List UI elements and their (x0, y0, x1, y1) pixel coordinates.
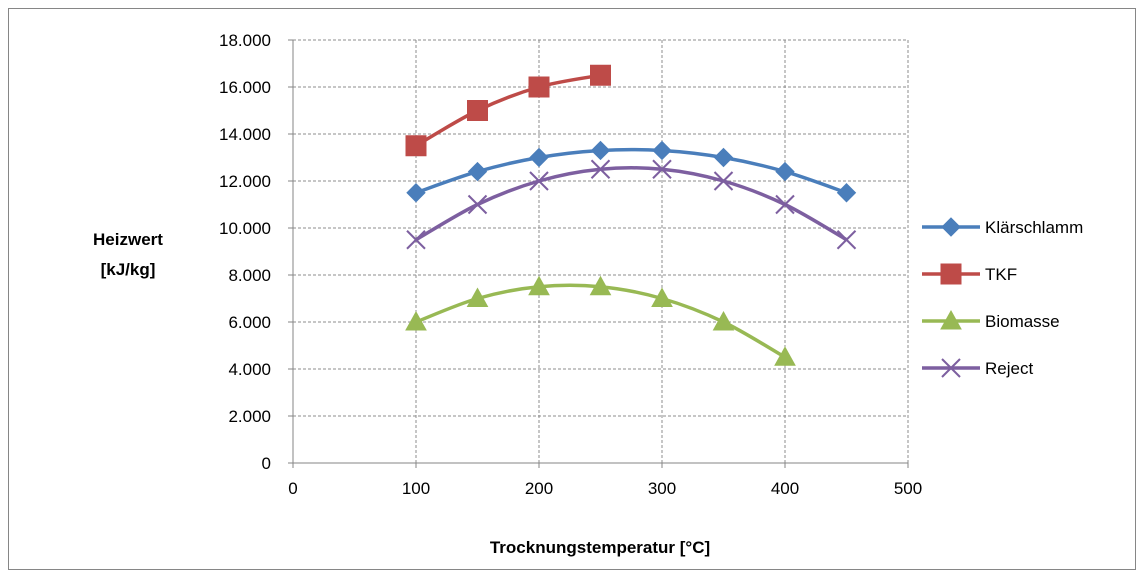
legend: Klärschlamm TKF Biomasse Reject (922, 217, 1083, 378)
data-point-reject (406, 230, 426, 250)
x-tick-label: 500 (894, 479, 922, 498)
x-marker-stroke (590, 159, 611, 179)
data-point-tkf (528, 76, 550, 98)
data-point-reject (713, 171, 734, 191)
x-marker-stroke (941, 358, 961, 378)
data-point-reject (467, 194, 488, 215)
data-point-reject (775, 194, 795, 215)
legend-marker-tkf (940, 263, 962, 285)
data-point-biomasse (712, 310, 735, 331)
y-tick-label: 8.000 (228, 266, 271, 285)
x-tick-label: 400 (771, 479, 799, 498)
y-tick-label: 18.000 (219, 31, 271, 50)
y-tick-label: 16.000 (219, 78, 271, 97)
tick-labels: 0 2.000 4.000 6.000 8.000 10.000 12.000 14.000 1… (219, 31, 922, 498)
legend-label-tkf: TKF (985, 265, 1017, 284)
data-point-reject (652, 159, 672, 179)
series-line-reject (415, 166, 848, 242)
x-marker-stroke (775, 194, 795, 215)
legend-item-reject: Reject (922, 358, 1033, 378)
data-point-tkf (590, 64, 611, 86)
series-line-biomasse (415, 283, 786, 359)
data-point-biomasse (528, 275, 550, 296)
legend-marker-reject (941, 358, 961, 378)
series-biomasse (405, 275, 796, 366)
y-tick-label: 14.000 (219, 125, 271, 144)
data-point-reject (590, 159, 611, 179)
data-point-biomasse (466, 287, 489, 307)
x-tick-label: 300 (648, 479, 676, 498)
data-point-reject (529, 171, 549, 191)
data-point-kl-rschlamm (652, 140, 672, 161)
data-point-kl-rschlamm (775, 161, 795, 182)
x-marker-stroke (836, 230, 857, 250)
data-point-biomasse (405, 310, 427, 331)
x-marker-stroke (529, 171, 549, 191)
data-point-biomasse (774, 346, 796, 366)
data-point-kl-rschlamm (529, 147, 549, 168)
x-marker-stroke (713, 171, 734, 191)
y-tick-label: 0 (262, 454, 271, 473)
data-point-tkf (467, 100, 488, 121)
y-tick-label: 2.000 (228, 407, 271, 426)
y-axis-title-line-1: Heizwert (93, 230, 163, 249)
y-tick-label: 4.000 (228, 360, 271, 379)
x-marker-stroke (467, 194, 488, 215)
data-point-biomasse (651, 287, 673, 307)
legend-marker-biomasse (940, 309, 962, 330)
legend-label-kl-rschlamm: Klärschlamm (985, 218, 1083, 237)
data-point-reject (836, 230, 857, 250)
data-point-biomasse (589, 275, 612, 296)
x-tick-label: 100 (402, 479, 430, 498)
x-axis-title: Trocknungstemperatur [°C] (490, 538, 710, 557)
legend-item-biomasse: Biomasse (922, 309, 1060, 331)
legend-item-kl-rschlamm: Klärschlamm (922, 217, 1083, 237)
axes (288, 39, 909, 468)
data-point-tkf (405, 135, 427, 157)
x-tick-label: 200 (525, 479, 553, 498)
series-reject (406, 159, 857, 250)
legend-marker-kl-rschlamm (941, 217, 961, 237)
data-point-kl-rschlamm (406, 183, 426, 203)
gridlines (293, 39, 909, 463)
series-lines (405, 64, 857, 366)
series-tkf (405, 64, 611, 157)
series-line-tkf (415, 73, 601, 148)
y-tick-label: 12.000 (219, 172, 271, 191)
y-axis-title-line-2: [kJ/kg] (101, 260, 156, 279)
legend-label-biomasse: Biomasse (985, 312, 1060, 331)
data-point-kl-rschlamm (467, 161, 488, 182)
x-tick-label: 0 (288, 479, 297, 498)
legend-label-reject: Reject (985, 359, 1033, 378)
series-kl-rschlamm (406, 140, 857, 203)
legend-item-tkf: TKF (922, 263, 1017, 285)
x-marker-stroke (406, 230, 426, 250)
chart-frame (8, 8, 1136, 570)
data-point-kl-rschlamm (836, 183, 857, 203)
y-tick-label: 10.000 (219, 219, 271, 238)
data-point-kl-rschlamm (713, 147, 734, 168)
data-point-kl-rschlamm (590, 140, 611, 161)
y-tick-label: 6.000 (228, 313, 271, 332)
x-marker-stroke (652, 159, 672, 179)
